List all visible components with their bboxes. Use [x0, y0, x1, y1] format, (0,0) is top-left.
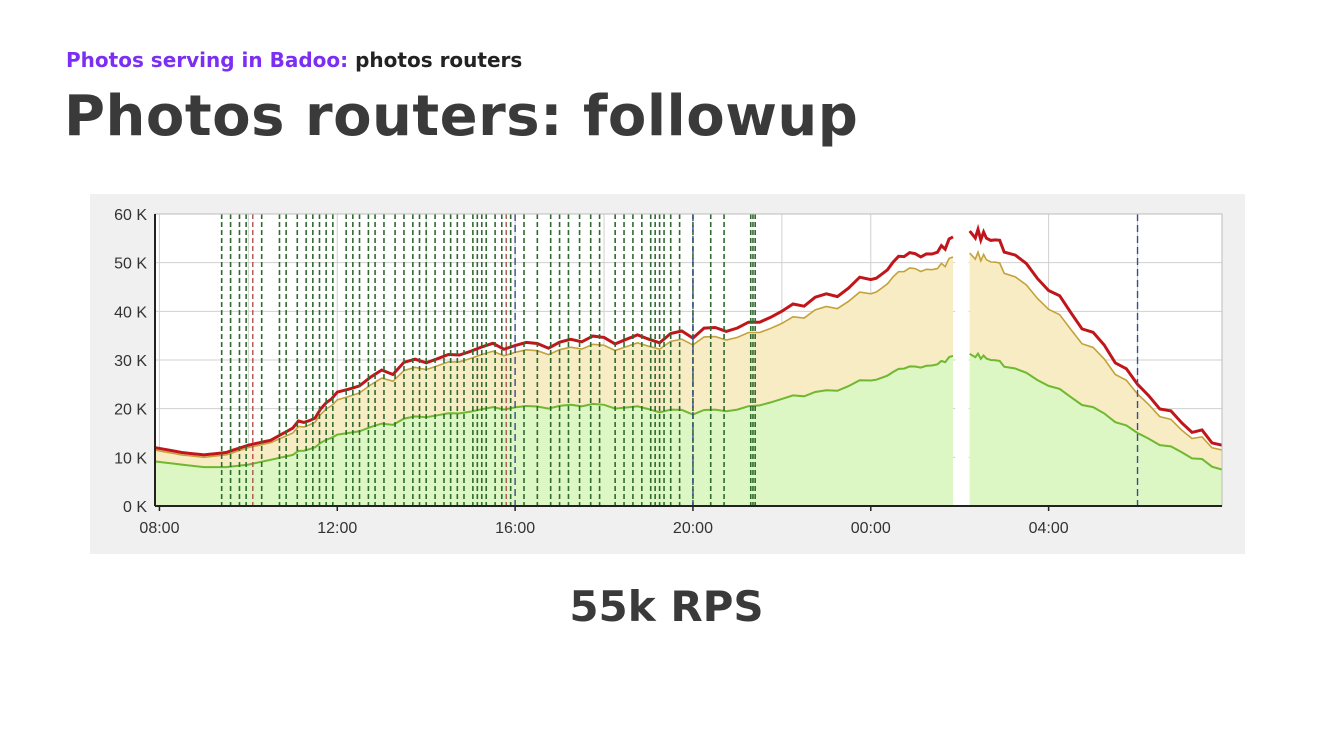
x-tick-label: 12:00 [317, 520, 357, 537]
area-lower-band [969, 353, 1222, 506]
y-tick-label: 50 K [114, 256, 147, 273]
data-gap [955, 214, 969, 506]
rps-caption: 55k RPS [569, 582, 764, 631]
y-tick-label: 40 K [114, 304, 147, 321]
chart-canvas: 0 K 10 K 20 K 30 K 40 K 50 K 60 K 08:00 12:00 16:… [114, 207, 1223, 537]
x-tick-label: 04:00 [1029, 520, 1069, 537]
x-tick-label: 08:00 [139, 520, 179, 537]
x-tick-label: 20:00 [673, 520, 713, 537]
series-line-total [155, 235, 954, 457]
y-tick-label: 30 K [114, 353, 147, 370]
y-tick-label: 60 K [114, 207, 147, 224]
y-tick-label: 0 K [123, 499, 147, 516]
y-tick-label: 10 K [114, 450, 147, 467]
area-upper-band [969, 252, 1222, 470]
series-line-total [968, 223, 1222, 447]
area-upper-band [155, 257, 953, 468]
x-tick-label: 16:00 [495, 520, 535, 537]
section-label: Photos serving in Badoo: [66, 48, 349, 72]
section-breadcrumb: Photos serving in Badoo: photos routers [66, 48, 522, 72]
series-line-middle [969, 249, 1222, 451]
y-tick-label: 20 K [114, 402, 147, 419]
slide-title: Photos routers: followup [64, 84, 859, 149]
series-line-lower [969, 351, 1222, 471]
area-lower-band [155, 355, 953, 506]
subsection-label: photos routers [355, 48, 523, 72]
series-group [155, 214, 1222, 506]
requests-chart: 0 K 10 K 20 K 30 K 40 K 50 K 60 K 08:00 12:00 16:… [90, 194, 1245, 554]
x-tick-label: 00:00 [851, 520, 891, 537]
